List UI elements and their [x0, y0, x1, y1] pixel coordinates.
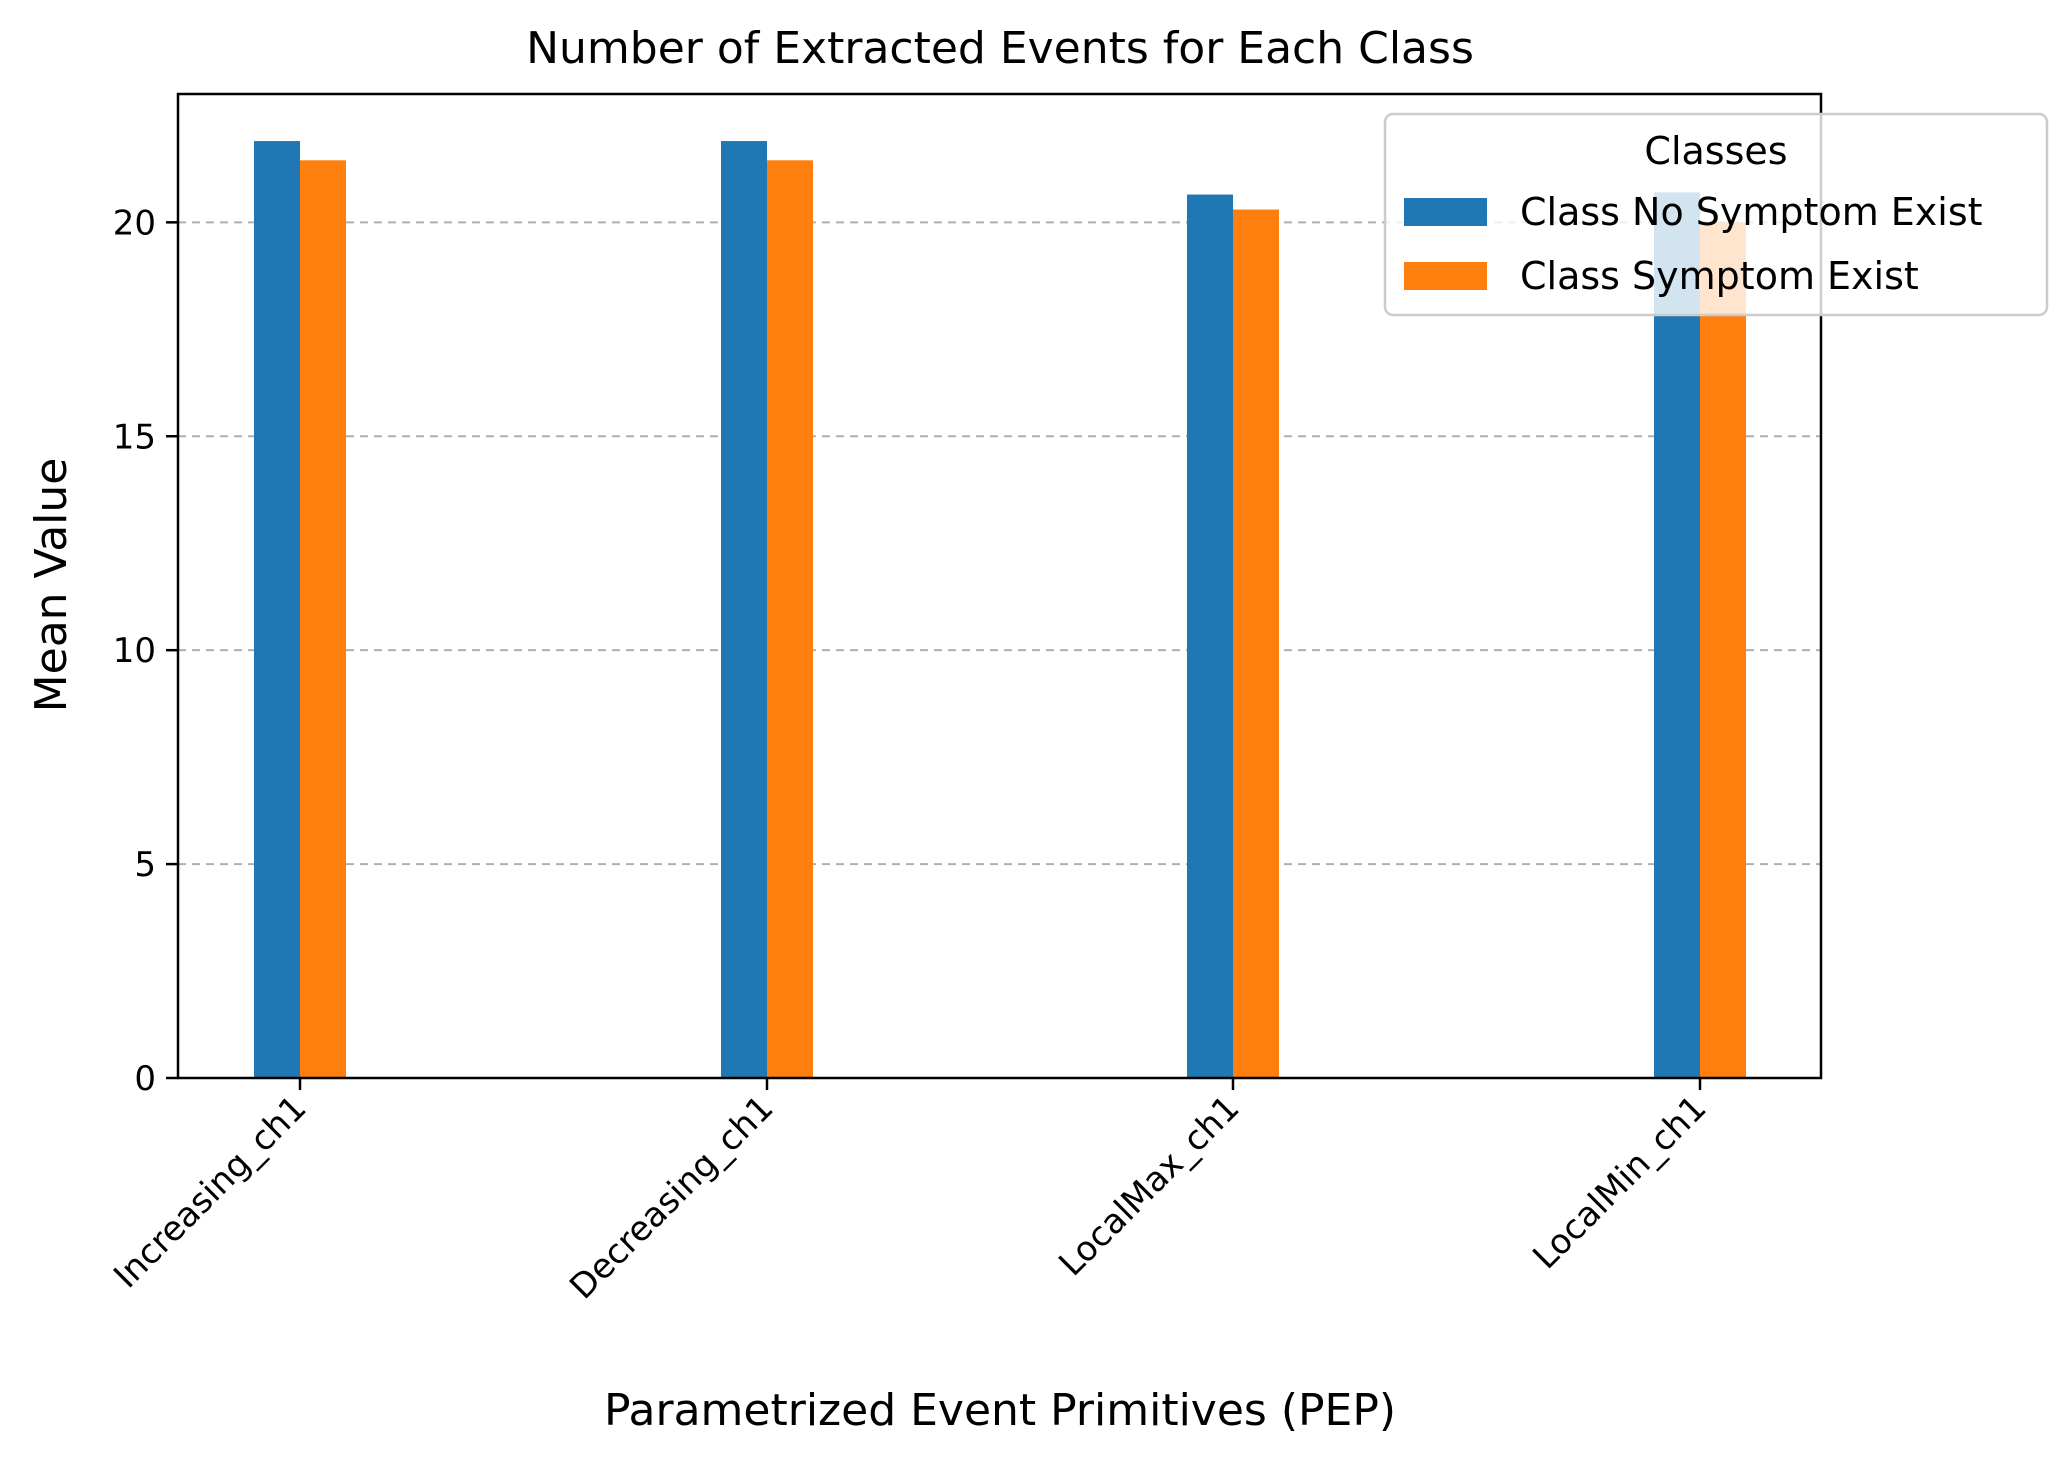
- y-axis-ticks: 0 5 10 15 20: [113, 203, 178, 1099]
- legend-label-no-symptom: Class No Symptom Exist: [1520, 190, 1983, 234]
- bar: [254, 141, 300, 1079]
- y-axis-label: Mean Value: [26, 458, 77, 713]
- legend-box: [1383, 112, 2049, 317]
- y-tick-label: 5: [134, 845, 156, 885]
- legend-title: Classes: [1644, 129, 1787, 173]
- y-tick-label: 15: [113, 417, 156, 457]
- y-tick-label: 10: [113, 631, 156, 671]
- bar: [1654, 192, 1700, 1078]
- bar: [300, 160, 346, 1078]
- bar: [1233, 209, 1279, 1078]
- bar: [767, 160, 813, 1078]
- legend-swatch-no-symptom: [1404, 198, 1487, 226]
- grid-lines: [178, 221, 1821, 866]
- legend: Classes Class No Symptom Exist Class Sym…: [1383, 112, 2049, 317]
- bar: [721, 141, 767, 1079]
- y-tick-label: 0: [134, 1059, 156, 1099]
- x-axis-label: Parametrized Event Primitives (PEP): [604, 1385, 1396, 1436]
- legend-label-symptom: Class Symptom Exist: [1520, 254, 1919, 298]
- plot-frame: [176, 92, 1823, 1080]
- bar: [1700, 222, 1746, 1078]
- y-tick-label: 20: [113, 203, 156, 243]
- legend-swatch-symptom: [1404, 262, 1487, 290]
- bar: [1187, 194, 1233, 1078]
- bars-group: [254, 141, 1746, 1079]
- chart-title: Number of Extracted Events for Each Clas…: [526, 23, 1474, 74]
